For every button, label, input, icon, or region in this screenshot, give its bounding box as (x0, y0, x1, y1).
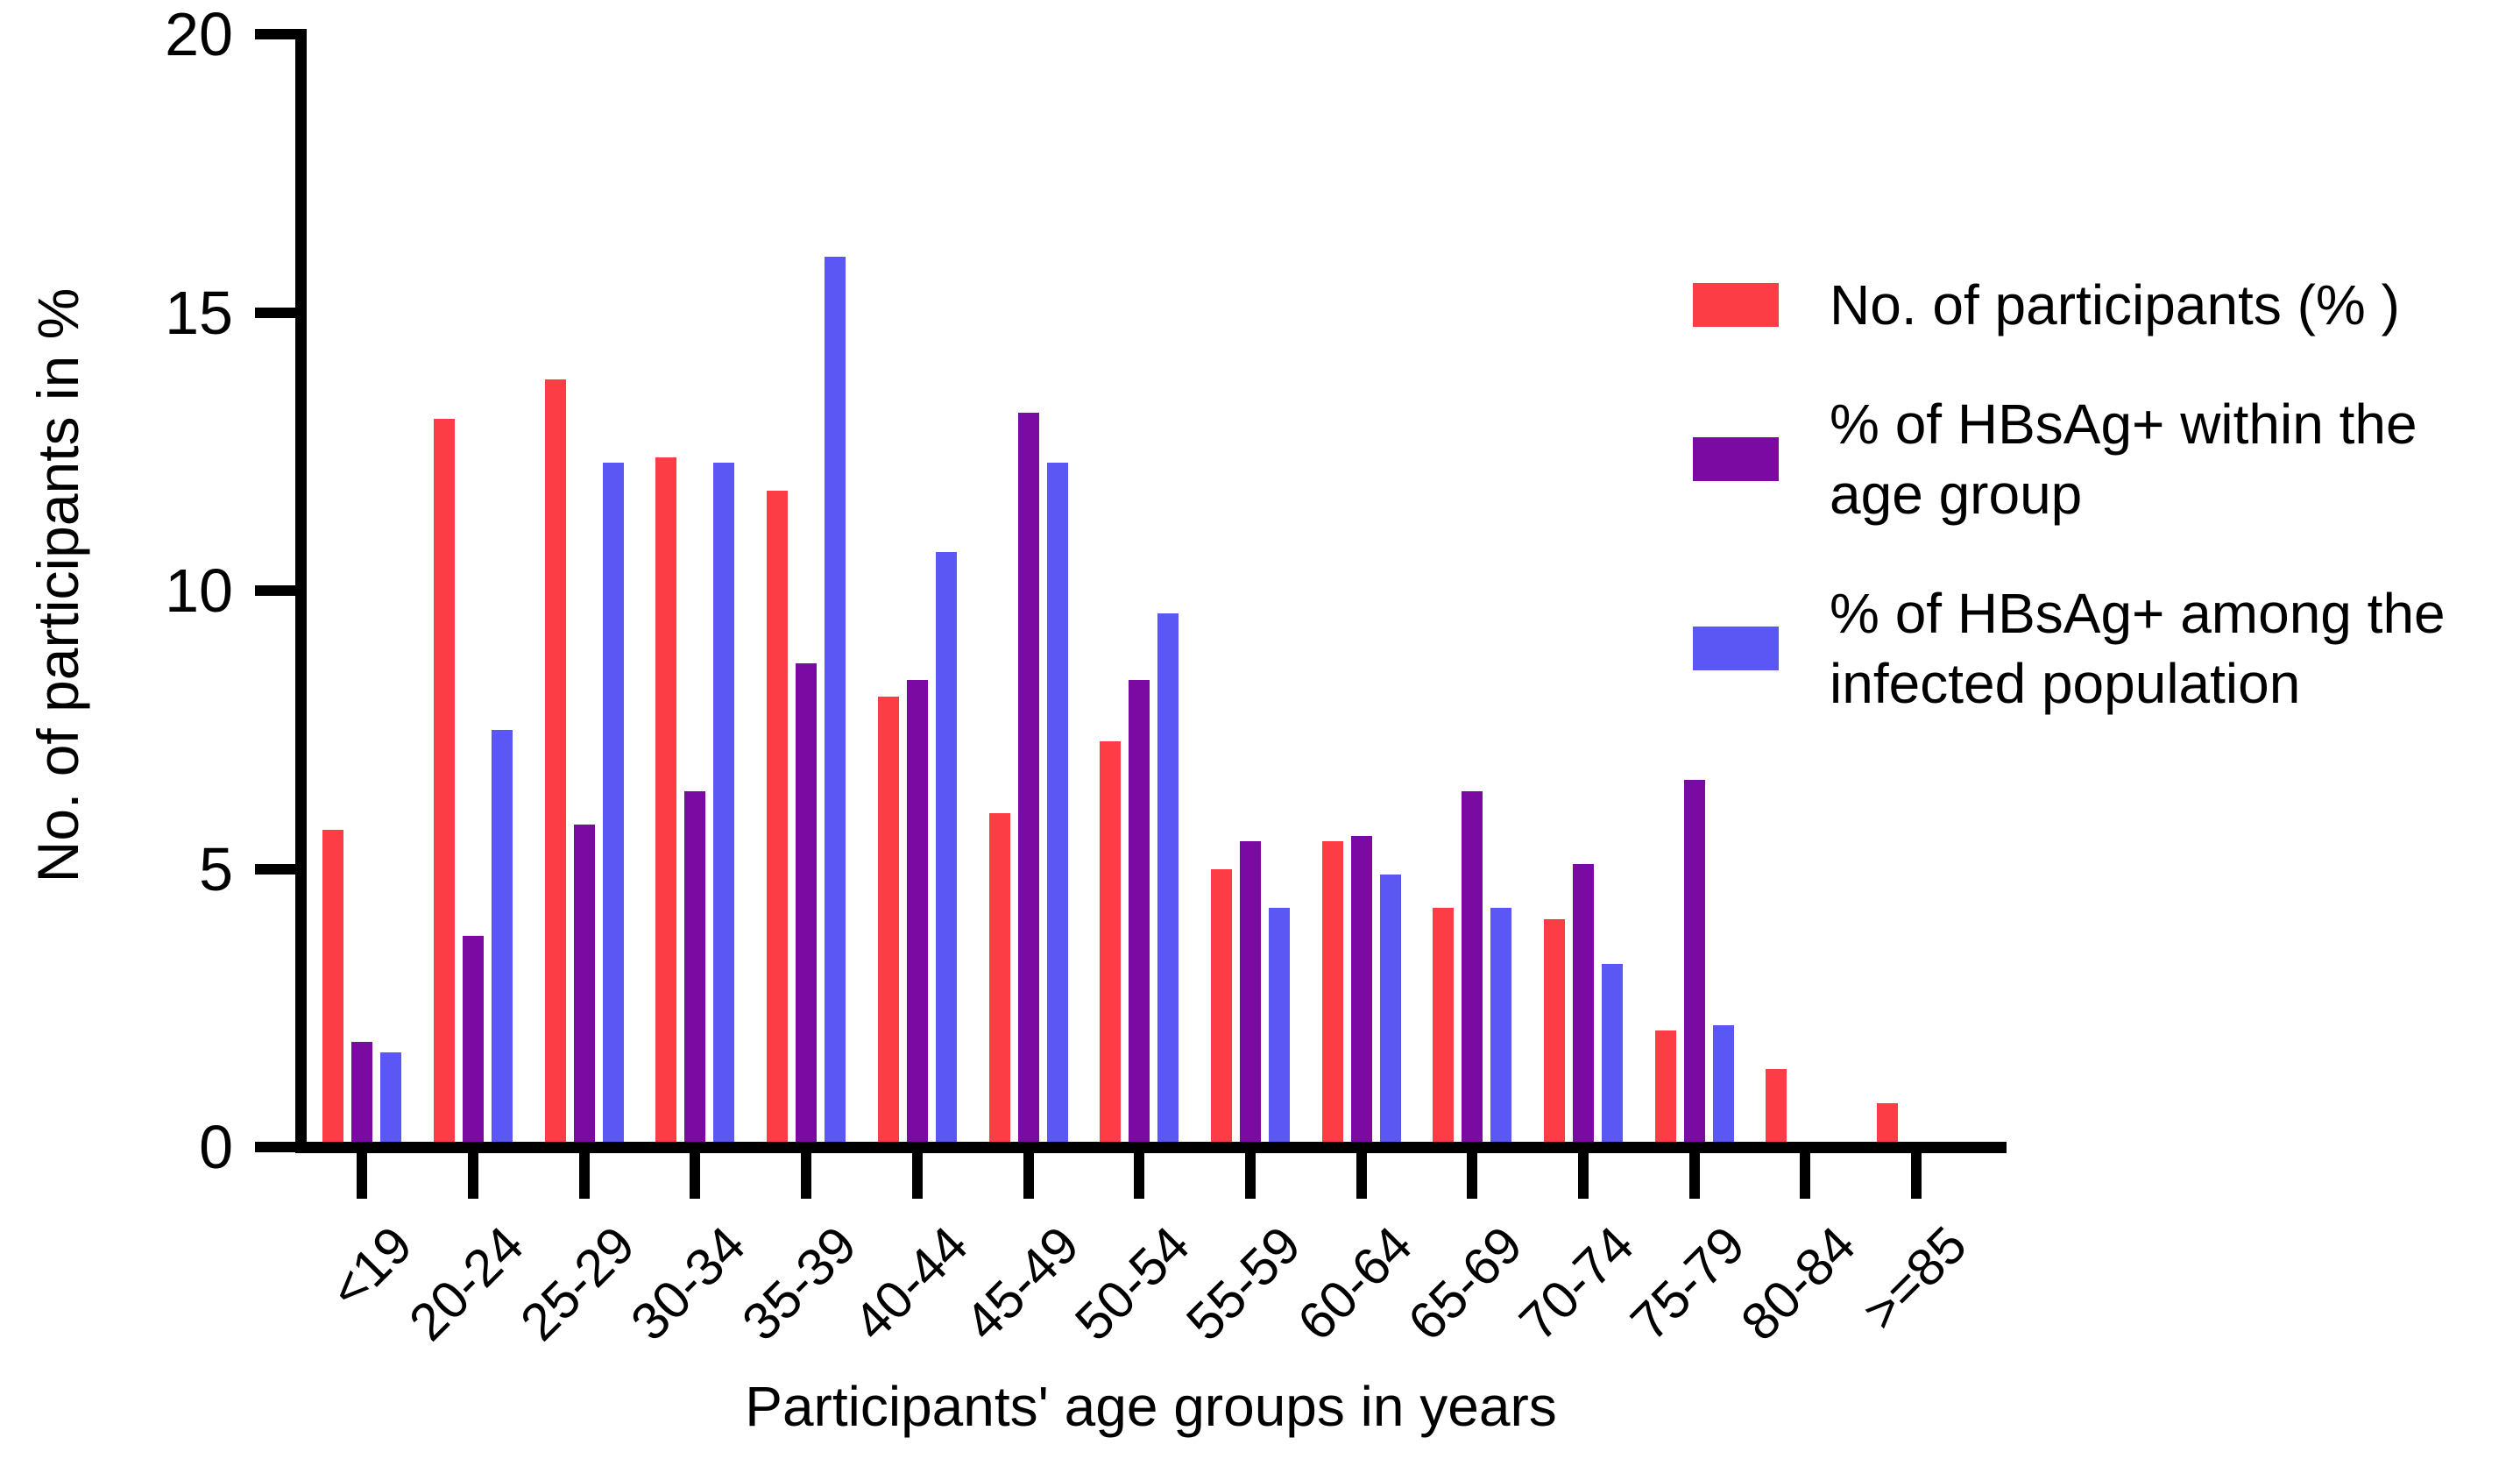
x-tick (578, 1153, 590, 1199)
legend-item-hbsag-within-age-group: % of HBsAg+ within the age group (1693, 389, 2446, 529)
bar (825, 257, 846, 1142)
bar (796, 662, 818, 1142)
legend-label-hbsag-within-age-group: % of HBsAg+ within the age group (1830, 393, 2417, 526)
y-tick (255, 307, 295, 318)
x-tick (1688, 1153, 1700, 1199)
y-tick (255, 29, 295, 39)
y-tick-label: 5 (199, 834, 233, 903)
x-tick (357, 1153, 368, 1199)
bar (1573, 863, 1595, 1142)
bar (767, 491, 789, 1142)
x-tick (690, 1153, 701, 1199)
bar (380, 1052, 402, 1142)
bar (1210, 868, 1232, 1142)
bar (1462, 790, 1483, 1142)
bar (322, 830, 344, 1142)
x-axis-line (295, 1142, 2007, 1153)
y-tick (255, 1142, 295, 1152)
bar (1157, 613, 1179, 1142)
x-tick (1244, 1153, 1256, 1199)
bar (492, 730, 513, 1142)
bar (1654, 1030, 1676, 1142)
bar (1602, 963, 1624, 1142)
y-tick-label: 15 (165, 278, 233, 347)
bar (906, 679, 928, 1142)
legend-label-hbsag-among-infected: % of HBsAg+ among the infected populatio… (1830, 582, 2446, 715)
y-tick (255, 585, 295, 596)
legend-label-participants: No. of participants (% ) (1830, 273, 2400, 336)
bar (1017, 413, 1039, 1142)
bar (1877, 1102, 1899, 1142)
bar (1100, 740, 1122, 1142)
bar (351, 1041, 373, 1142)
legend: No. of participants (% ) % of HBsAg+ wit… (1693, 270, 2446, 719)
legend-swatch-red (1693, 283, 1779, 327)
x-tick (1467, 1153, 1478, 1199)
x-tick (1911, 1153, 1922, 1199)
x-tick (468, 1153, 479, 1199)
bar (1544, 919, 1566, 1142)
bar (1350, 835, 1372, 1142)
bar (602, 463, 624, 1142)
bar (434, 418, 456, 1142)
bar (655, 457, 677, 1142)
legend-item-participants: No. of participants (% ) (1693, 270, 2446, 340)
y-axis-line (295, 29, 307, 1153)
legend-swatch-blue (1693, 627, 1779, 670)
legend-item-hbsag-among-infected: % of HBsAg+ among the infected populatio… (1693, 578, 2446, 719)
bar (935, 551, 957, 1142)
y-tick-label: 10 (165, 556, 233, 625)
bar (988, 813, 1010, 1142)
x-tick (1356, 1153, 1367, 1199)
bar (573, 825, 595, 1142)
bar (1239, 841, 1261, 1142)
y-axis-title: No. of participants in % (25, 287, 90, 883)
x-tick (911, 1153, 923, 1199)
bar (544, 379, 566, 1142)
bar (1433, 908, 1455, 1142)
x-tick (1023, 1153, 1034, 1199)
x-axis-title: Participants' age groups in years (745, 1375, 1557, 1438)
bar (1321, 841, 1343, 1142)
legend-swatch-purple (1693, 437, 1779, 481)
x-tick (1578, 1153, 1589, 1199)
bar (1129, 679, 1150, 1142)
y-tick-label: 0 (199, 1113, 233, 1181)
bar (1712, 1024, 1734, 1142)
y-tick-label: 20 (165, 0, 233, 68)
bar (463, 936, 485, 1142)
x-tick (1800, 1153, 1811, 1199)
bar (1046, 463, 1068, 1142)
bar (684, 790, 706, 1142)
bar (713, 463, 735, 1142)
y-tick (255, 863, 295, 875)
bar (877, 697, 899, 1142)
bar (1379, 875, 1401, 1142)
x-tick (801, 1153, 812, 1199)
x-tick (1134, 1153, 1145, 1199)
bar (1268, 908, 1290, 1142)
bar (1490, 908, 1512, 1142)
bar (1766, 1069, 1787, 1142)
bar (1683, 780, 1705, 1142)
